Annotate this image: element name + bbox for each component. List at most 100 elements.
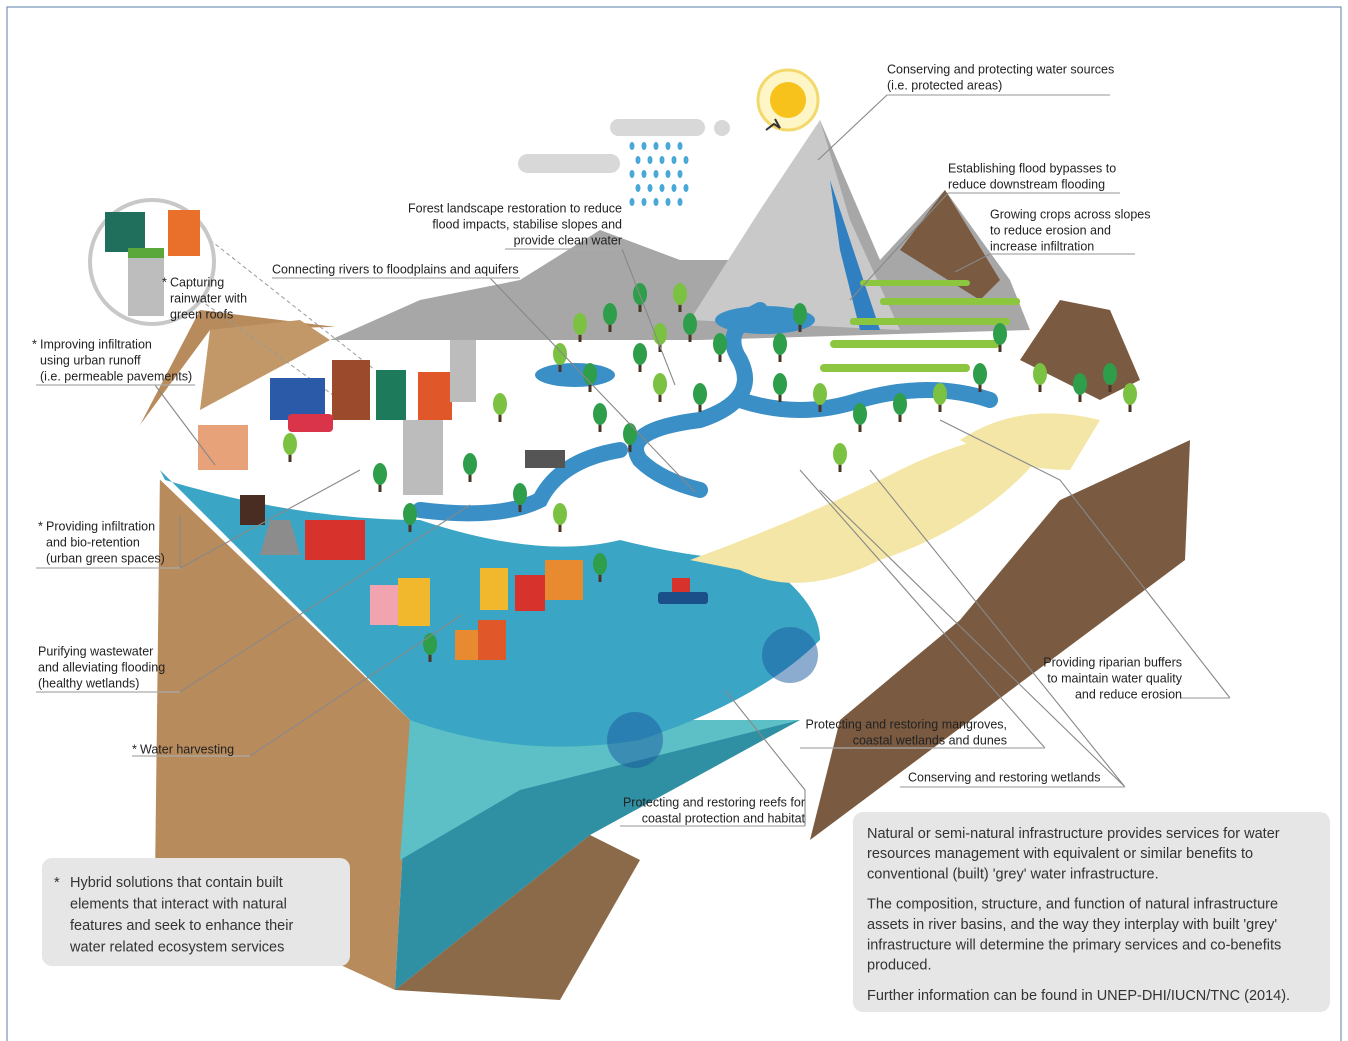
label-text: Growing crops across slopes [990,207,1150,221]
leader-line [818,95,887,160]
raindrop [684,184,689,192]
label-text: Improving infiltration [40,337,152,351]
terrace [830,340,1000,348]
tree [1123,383,1137,405]
raindrop [666,142,671,150]
label-text: Conserving and protecting water sources [887,62,1114,76]
label-text: Capturing [170,275,224,289]
house [478,620,506,660]
raindrop [642,142,647,150]
label-text: (i.e. protected areas) [887,78,1002,92]
raindrop [636,156,641,164]
tree [373,463,387,485]
tree [633,343,647,365]
raindrop [672,184,677,192]
raindrop [678,170,683,178]
raindrop [678,142,683,150]
note-box: * Hybrid solutions that contain builtele… [42,858,350,966]
label-text: reduce downstream flooding [948,177,1105,191]
terrace [880,298,1020,305]
tree [1103,363,1117,385]
tree [463,453,477,475]
tree [1073,373,1087,395]
raindrop [666,170,671,178]
raindrop [654,198,659,206]
label-marker: * [132,742,137,756]
bus [288,414,333,432]
label-text: coastal protection and habitat [642,811,806,825]
tree [973,363,987,385]
label-text: and bio-retention [46,535,140,549]
info-line: produced. [867,958,932,974]
label-text: and alleviating flooding [38,660,165,674]
info-line: infrastructure will determine the primar… [867,937,1281,953]
house [370,585,400,625]
terrace [860,280,970,286]
raindrop [642,198,647,206]
house [545,560,583,600]
building [168,210,200,256]
label-text: using urban runoff [40,353,141,367]
tree [553,503,567,525]
label-text: coastal wetlands and dunes [853,733,1007,747]
page: Conserving and protecting water sources (… [0,0,1348,1041]
raindrop [660,156,665,164]
label-marker: * [162,275,167,289]
raindrop [654,142,659,150]
note-line: elements that interact with natural [70,896,287,912]
label-text: Connecting rivers to floodplains and aqu… [272,262,519,276]
raindrop [684,156,689,164]
house [480,568,508,610]
tree [593,403,607,425]
tree [493,393,507,415]
label-text: Purifying wastewater [38,644,153,658]
building [376,370,406,420]
tree [403,503,417,525]
raindrop [660,184,665,192]
building [418,372,452,420]
label-text: to reduce erosion and [990,223,1111,237]
raindrop [648,156,653,164]
label-marker: * [32,337,37,351]
label-text: Protecting and restoring reefs for [623,795,805,809]
raindrop [648,184,653,192]
raindrop [642,170,647,178]
label-marker: * [38,519,43,533]
tree [793,303,807,325]
label-text: to maintain water quality [1047,671,1183,685]
info-line: Further information can be found in UNEP… [867,988,1290,1004]
tree [623,423,637,445]
label-text: (urban green spaces) [46,551,165,565]
info-box: Natural or semi-natural infrastructure p… [853,812,1330,1012]
info-line: conventional (built) 'grey' water infras… [867,866,1159,882]
tree [603,303,617,325]
tree [713,333,727,355]
raindrop [654,170,659,178]
tree [1033,363,1047,385]
terrace [850,318,1010,325]
tree [773,333,787,355]
raindrop [630,170,635,178]
note-line: Hybrid solutions that contain built [70,875,283,891]
house [398,578,430,626]
note-line: features and seek to enhance their [70,918,293,934]
label-text: Forest landscape restoration to reduce [408,201,622,215]
label-text: flood impacts, stabilise slopes and [432,217,622,231]
house [515,575,545,611]
reef [607,712,663,768]
info-line: resources management with equivalent or … [867,846,1253,862]
tree [893,393,907,415]
label-text: Protecting and restoring mangroves, [806,717,1008,731]
tree [283,433,297,455]
tree [773,373,787,395]
label-text: (healthy wetlands) [38,676,139,690]
raindrop [666,198,671,206]
label-text: (i.e. permeable pavements) [40,369,192,383]
label-text: Providing riparian buffers [1043,655,1182,669]
tree [673,283,687,305]
raindrop [678,198,683,206]
building [332,360,370,420]
rain [630,142,689,206]
tree [813,383,827,405]
cloud [518,154,620,173]
